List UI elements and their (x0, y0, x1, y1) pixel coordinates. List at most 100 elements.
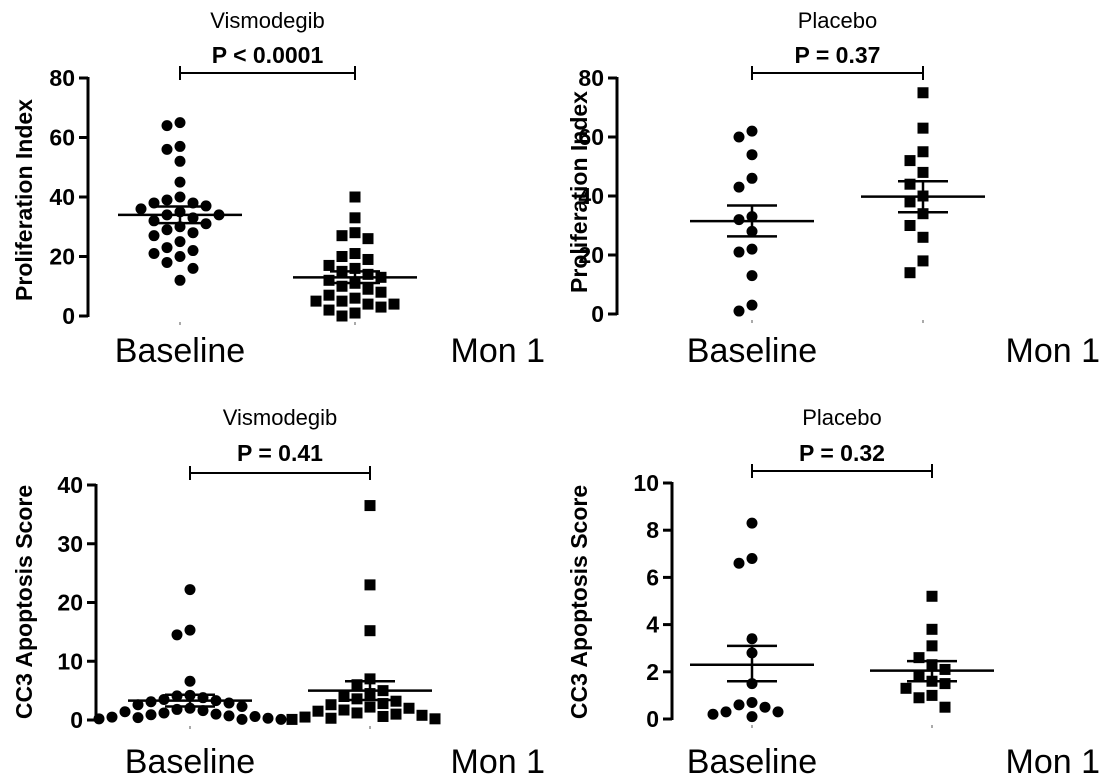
c2-data-point-mon-1 (917, 87, 929, 99)
c4-data-point-baseline (746, 517, 758, 529)
c3-y-tick-label: 10 (57, 648, 83, 674)
c1-data-point-mon-1 (349, 262, 361, 274)
c3-y-tick-label: 40 (57, 472, 83, 498)
c3-data-point-mon-1 (338, 691, 350, 702)
c1-data-point-baseline (161, 256, 173, 268)
c4-y-tick-label: 6 (646, 564, 659, 590)
c3-data-point-baseline (249, 710, 261, 722)
c4-data-point-mon-1 (939, 701, 951, 713)
chart-panel-4: Placebo P = 0.32 0 2 4 6 8 10 CC3 Apoptosis Scor… (555, 389, 1110, 778)
c1-data-point-baseline (174, 140, 186, 152)
c4-data-point-mon-1 (900, 682, 912, 694)
c3-data-point-mon-1 (325, 712, 337, 724)
c3-data-point-mon-1 (364, 500, 376, 512)
c3-data-point-mon-1 (351, 679, 363, 691)
c1-p-value-label: P < 0.0001 (212, 42, 324, 68)
c3-data-point-baseline (184, 624, 196, 636)
c4-data-point-mon-1 (913, 652, 925, 664)
c1-data-point-baseline (174, 251, 186, 262)
c3-data-point-mon-1 (416, 709, 428, 721)
c3-data-point-baseline (236, 700, 248, 712)
c4-data-point-baseline (772, 706, 784, 718)
c2-chart-title: Placebo (798, 8, 878, 33)
c1-data-point-mon-1 (336, 295, 348, 307)
c4-data-point-baseline (707, 708, 719, 720)
c1-data-point-baseline (174, 236, 186, 248)
c4-y-tick-label: 2 (646, 659, 659, 685)
c3-data-point-baseline (223, 697, 235, 709)
c3-data-point-mon-1 (364, 673, 376, 685)
c1-data-point-mon-1 (349, 307, 361, 319)
c3-data-point-mon-1 (403, 702, 415, 714)
c3-category-label-mon-1: Mon 1 (451, 743, 546, 778)
c4-data-point-baseline (746, 696, 758, 708)
c4-data-point-mon-1 (913, 692, 925, 704)
c4-category-label-mon-1: Mon 1 (1006, 743, 1101, 778)
c1-data-point-baseline (161, 143, 173, 155)
chart-svg-3: Vismodegib P = 0.41 0 10 20 30 40 CC3 Apoptosis… (11, 405, 546, 778)
c3-data-point-mon-1 (429, 713, 441, 725)
c2-data-point-baseline (733, 181, 745, 193)
c4-p-value-label: P = 0.32 (799, 440, 885, 466)
c4-data-point-mon-1 (939, 678, 951, 690)
c4-y-tick-label: 4 (646, 612, 659, 638)
c3-data-point-baseline (210, 708, 222, 720)
c1-data-point-baseline (148, 248, 160, 260)
c1-data-point-mon-1 (323, 289, 335, 301)
c2-y-tick-label: 20 (578, 242, 604, 268)
c2-data-point-baseline (733, 131, 745, 143)
c1-data-point-baseline (135, 203, 147, 215)
c4-data-point-mon-1 (926, 640, 938, 652)
c1-data-point-mon-1 (349, 212, 361, 224)
c1-data-point-mon-1 (349, 248, 361, 260)
chart-svg-4: Placebo P = 0.32 0 2 4 6 8 10 CC3 Apoptosis Scor… (566, 405, 1101, 778)
c1-data-point-baseline (174, 155, 186, 167)
c1-data-point-baseline (200, 218, 212, 230)
c3-data-point-baseline (132, 699, 144, 711)
c1-data-point-baseline (161, 242, 173, 254)
c3-data-point-mon-1 (390, 708, 402, 720)
c4-data-point-mon-1 (926, 689, 938, 701)
c3-data-point-mon-1 (377, 698, 389, 710)
c1-category-label-mon-1: Mon 1 (451, 332, 546, 370)
c1-data-point-baseline (161, 194, 173, 206)
c1-data-point-baseline (148, 215, 160, 227)
c3-data-point-baseline (171, 629, 183, 641)
c3-data-point-mon-1 (377, 710, 389, 722)
c2-data-point-mon-1 (917, 166, 929, 178)
c3-data-point-mon-1 (390, 695, 402, 707)
c1-data-point-baseline (161, 120, 173, 132)
c2-data-point-mon-1 (904, 220, 916, 231)
c2-data-point-mon-1 (917, 122, 929, 134)
c2-data-point-mon-1 (904, 267, 916, 279)
c3-data-point-baseline (197, 705, 209, 717)
c1-data-point-baseline (174, 117, 186, 129)
c2-y-tick-label: 40 (578, 183, 604, 209)
c1-y-axis-label: Proliferation Index (11, 99, 37, 301)
c4-data-point-baseline (733, 699, 745, 711)
c1-y-tick-label: 80 (49, 65, 75, 91)
c3-data-point-baseline (262, 712, 274, 724)
c1-y-tick-label: 60 (49, 125, 75, 151)
c2-data-point-mon-1 (917, 231, 929, 243)
c3-data-point-mon-1 (312, 705, 324, 717)
c1-data-point-baseline (161, 224, 173, 236)
c4-data-point-baseline (759, 701, 771, 713)
c4-y-axis-label: CC3 Apoptosis Score (566, 485, 592, 719)
c1-data-point-mon-1 (336, 230, 348, 242)
c3-data-point-baseline (145, 709, 157, 721)
c1-chart-title: Vismodegib (210, 8, 325, 33)
chart-panel-2: Placebo P = 0.37 0 20 40 60 80 Proliferation In… (555, 0, 1110, 389)
c2-y-tick-label: 60 (578, 124, 604, 150)
c4-y-tick-label: 8 (646, 517, 659, 543)
c1-data-point-baseline (187, 245, 199, 257)
c2-data-point-baseline (733, 305, 745, 317)
c1-data-point-mon-1 (388, 298, 400, 310)
c3-data-point-baseline (275, 713, 287, 725)
c1-category-label-baseline: Baseline (115, 332, 245, 370)
c1-data-point-mon-1 (362, 253, 374, 265)
chart-panel-3: Vismodegib P = 0.41 0 10 20 30 40 CC3 Apoptosis… (0, 389, 555, 778)
c3-data-point-baseline (119, 706, 131, 718)
chart-panel-1: Vismodegib P < 0.0001 0 20 40 60 80 Proliferati… (0, 0, 555, 389)
c3-data-point-mon-1 (364, 625, 376, 637)
